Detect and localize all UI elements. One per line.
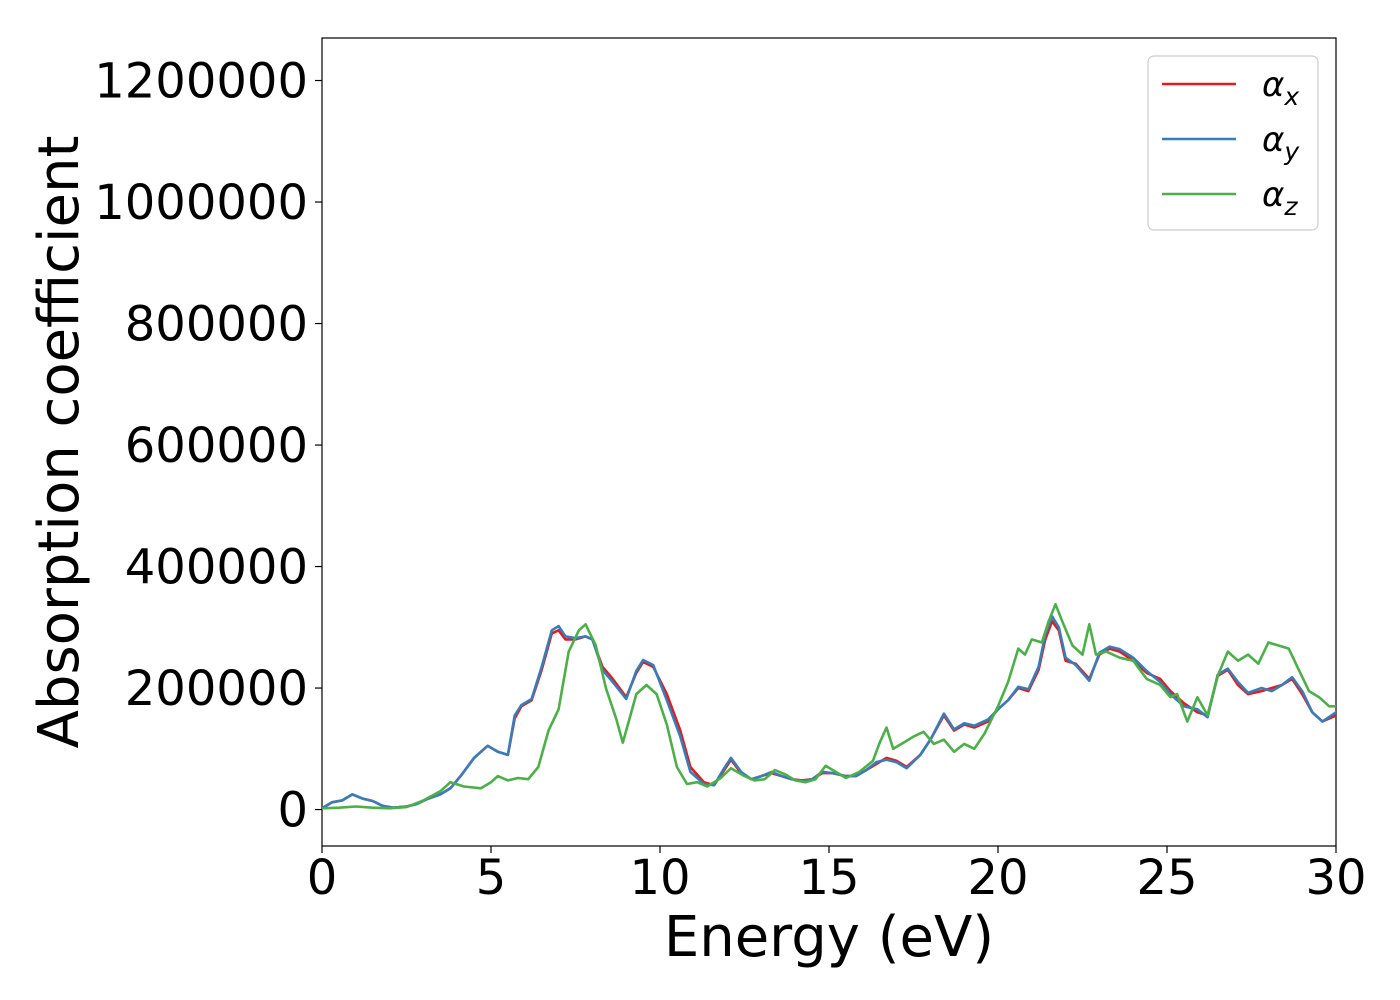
legend-box (1147, 55, 1319, 231)
legend-entry-x: αx (1262, 65, 1299, 111)
series-layer (322, 602, 1336, 810)
x-axis-ticks: 0 5 10 15 20 25 30 (307, 846, 1367, 906)
y-tick-label: 1000000 (94, 175, 308, 231)
legend-entry-y: αy (1262, 120, 1300, 166)
x-tick-label: 0 (307, 850, 338, 906)
legend-entry-subscript: y (1283, 137, 1300, 166)
y-axis-ticks: 0 200000 400000 600000 800000 1000000 1200000 (94, 54, 322, 839)
legend-entry-subscript: z (1283, 192, 1298, 221)
y-axis-label: Absorption coefficient (27, 136, 92, 749)
x-tick-label: 30 (1305, 850, 1366, 906)
x-axis-label: Energy (eV) (664, 905, 994, 970)
y-tick-label: 200000 (125, 661, 308, 717)
y-tick-label: 800000 (125, 297, 308, 353)
x-tick-label: 20 (967, 850, 1028, 906)
x-tick-label: 25 (1136, 850, 1197, 906)
legend-entry-name: α (1262, 65, 1284, 105)
y-tick-label: 600000 (125, 418, 308, 474)
x-tick-label: 5 (476, 850, 507, 906)
x-tick-label: 15 (798, 850, 859, 906)
y-tick-label: 0 (277, 783, 308, 839)
legend-entry-z: αz (1262, 175, 1298, 221)
x-tick-label: 10 (629, 850, 690, 906)
y-tick-label: 400000 (125, 540, 308, 596)
legend-entry-subscript: x (1283, 82, 1299, 111)
y-tick-label: 1200000 (94, 54, 308, 110)
series-line-z (322, 602, 1336, 810)
legend-entry-name: α (1262, 120, 1284, 160)
legend-entry-name: α (1262, 175, 1284, 215)
